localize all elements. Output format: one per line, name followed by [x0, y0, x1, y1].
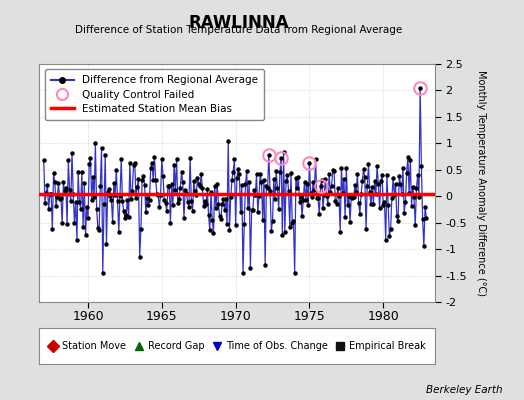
- Text: RAWLINNA: RAWLINNA: [188, 14, 289, 32]
- Text: 1970: 1970: [220, 310, 252, 323]
- Y-axis label: Monthly Temperature Anomaly Difference (°C): Monthly Temperature Anomaly Difference (…: [476, 70, 486, 296]
- Legend: Station Move, Record Gap, Time of Obs. Change, Empirical Break: Station Move, Record Gap, Time of Obs. C…: [45, 337, 430, 355]
- Text: 1975: 1975: [293, 310, 325, 323]
- Text: Berkeley Earth: Berkeley Earth: [427, 385, 503, 395]
- Text: 1965: 1965: [146, 310, 178, 323]
- Text: 1960: 1960: [72, 310, 104, 323]
- Legend: Difference from Regional Average, Quality Control Failed, Estimated Station Mean: Difference from Regional Average, Qualit…: [45, 69, 264, 120]
- Text: Difference of Station Temperature Data from Regional Average: Difference of Station Temperature Data f…: [75, 25, 402, 35]
- Text: 1980: 1980: [367, 310, 399, 323]
